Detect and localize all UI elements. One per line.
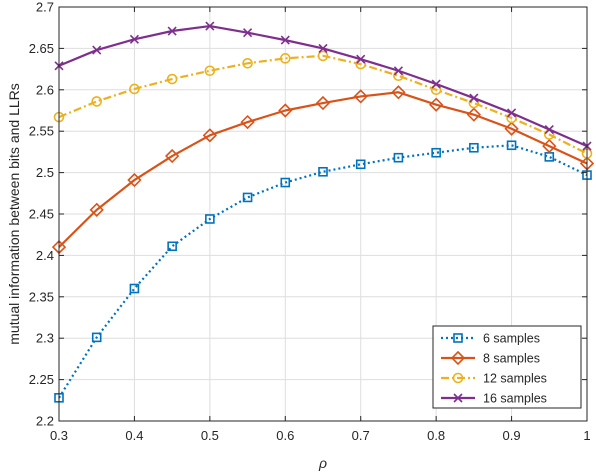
y-tick-label: 2.25 (29, 372, 54, 387)
data-point (243, 28, 253, 38)
data-point (202, 128, 217, 143)
data-point (242, 192, 253, 203)
y-tick-label: 2.6 (36, 82, 54, 97)
data-point (127, 172, 142, 188)
data-point (429, 97, 444, 112)
data-point (318, 43, 328, 53)
data-point (430, 84, 442, 96)
legend: 6 samples 8 samples 12 samples 16 samples (432, 325, 582, 409)
data-point (167, 241, 177, 252)
x-tick-label: 0.6 (276, 428, 294, 443)
data-point (393, 152, 404, 163)
series-3 (54, 21, 592, 151)
legend-swatch-marker (453, 393, 463, 403)
data-point (353, 89, 368, 104)
y-axis-label: mutual information between bits and LLRs (6, 83, 22, 344)
x-axis-ticks: 0.3 0.4 0.5 0.6 0.7 0.8 0.9 1 (50, 7, 591, 443)
data-point (542, 138, 557, 154)
y-tick-label: 2.65 (29, 41, 54, 56)
data-point (280, 177, 291, 188)
x-tick-label: 0.8 (427, 428, 445, 443)
legend-label: 12 samples (483, 372, 547, 386)
y-axis-ticks: 2.2 2.25 2.3 2.35 2.4 2.45 2.5 2.55 2.6 2.65 2.7 (29, 0, 587, 429)
y-tick-label: 2.3 (36, 331, 54, 346)
data-point (355, 159, 366, 170)
data-point (466, 107, 481, 122)
x-axis-label: ρ (318, 455, 327, 471)
data-point (393, 66, 403, 76)
legend-label: 16 samples (483, 392, 547, 406)
series-line (58, 91, 588, 248)
data-point (504, 121, 519, 136)
x-tick-label: 0.7 (352, 428, 370, 443)
data-point (166, 73, 178, 85)
data-point (204, 65, 216, 77)
data-point (356, 54, 366, 64)
series-line (58, 54, 588, 155)
y-tick-label: 2.35 (29, 289, 54, 304)
data-point (167, 26, 177, 36)
data-point (92, 45, 102, 55)
legend-box (432, 325, 582, 409)
series-line (58, 144, 588, 399)
legend-swatch-marker (452, 372, 464, 384)
data-point (242, 58, 253, 69)
legend-swatch-marker (453, 333, 463, 343)
y-tick-label: 2.5 (36, 165, 54, 180)
y-tick-label: 2.45 (29, 207, 54, 222)
data-point (431, 147, 441, 158)
x-tick-label: 0.9 (503, 428, 521, 443)
data-point (129, 83, 140, 95)
legend-label: 8 samples (483, 352, 540, 366)
data-point (129, 283, 140, 294)
data-point (315, 95, 331, 111)
data-point (279, 53, 291, 64)
data-point (318, 166, 328, 177)
data-point (165, 148, 180, 164)
data-point (91, 96, 103, 107)
data-point (469, 93, 479, 103)
data-point (129, 34, 139, 44)
x-tick-label: 1 (583, 428, 590, 443)
data-point (278, 103, 293, 118)
x-tick-label: 0.3 (50, 428, 68, 443)
data-point (205, 214, 215, 224)
data-point (507, 108, 517, 118)
data-point (391, 85, 406, 100)
data-point (506, 140, 517, 151)
y-tick-label: 2.4 (36, 248, 54, 263)
data-point (205, 21, 215, 31)
data-point (431, 79, 441, 89)
data-point (91, 332, 102, 343)
data-point (544, 124, 554, 135)
data-point (317, 50, 329, 62)
x-tick-label: 0.5 (201, 428, 219, 443)
legend-label: 6 samples (483, 332, 540, 346)
data-point (240, 114, 255, 130)
legend-swatch-marker (450, 350, 466, 366)
data-point (469, 142, 479, 153)
y-tick-label: 2.55 (29, 124, 54, 139)
x-tick-label: 0.4 (125, 428, 143, 443)
data-point (280, 35, 290, 45)
y-tick-label: 2.2 (36, 414, 54, 429)
data-point (89, 202, 104, 217)
y-tick-label: 2.7 (36, 0, 54, 15)
